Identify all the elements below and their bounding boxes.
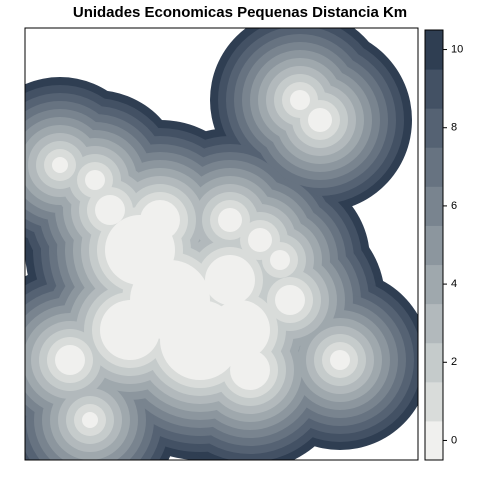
tick-label: 2 (451, 356, 457, 368)
colorbar-band (424, 303, 444, 344)
contour-blob (85, 170, 105, 190)
colorbar-band (424, 107, 444, 148)
colorbar-band (424, 420, 444, 461)
contour-blob (95, 195, 125, 225)
contour-blob (205, 255, 255, 305)
colorbar-band (424, 342, 444, 383)
tick-label: 6 (451, 200, 457, 212)
contour-blob (275, 285, 305, 315)
contour-blob (270, 250, 290, 270)
chart-title: Unidades Economicas Pequenas Distancia K… (73, 4, 407, 21)
plot-frame (24, 27, 419, 461)
contour-blob (290, 90, 310, 110)
tick-label: 0 (451, 434, 457, 446)
colorbar-band (424, 264, 444, 305)
contour-blob (308, 108, 332, 132)
contour-blob (140, 200, 180, 240)
map (25, 28, 418, 460)
contour-blob (82, 412, 98, 428)
contour-blob (218, 208, 242, 232)
contour-blob (330, 350, 350, 370)
colorbar-band (424, 185, 444, 226)
colorbar-frame (424, 29, 444, 461)
colorbar-band (424, 146, 444, 187)
colorbar-band (424, 224, 444, 266)
contour-blob (100, 300, 160, 360)
contour-blob (230, 350, 270, 390)
colorbar-band (424, 68, 444, 109)
tick-label: 10 (451, 43, 463, 55)
contour-blob (52, 157, 68, 173)
tick-label: 8 (451, 122, 457, 134)
contour-blob (55, 345, 85, 375)
colorbar-band (424, 381, 444, 422)
colorbar: 0 2 4 6 8 10 (424, 29, 463, 461)
contour-band (52, 90, 350, 428)
colorbar-band (424, 29, 444, 70)
tick-label: 4 (451, 278, 457, 290)
contour-blob (210, 300, 270, 360)
contour-blob (248, 228, 272, 252)
